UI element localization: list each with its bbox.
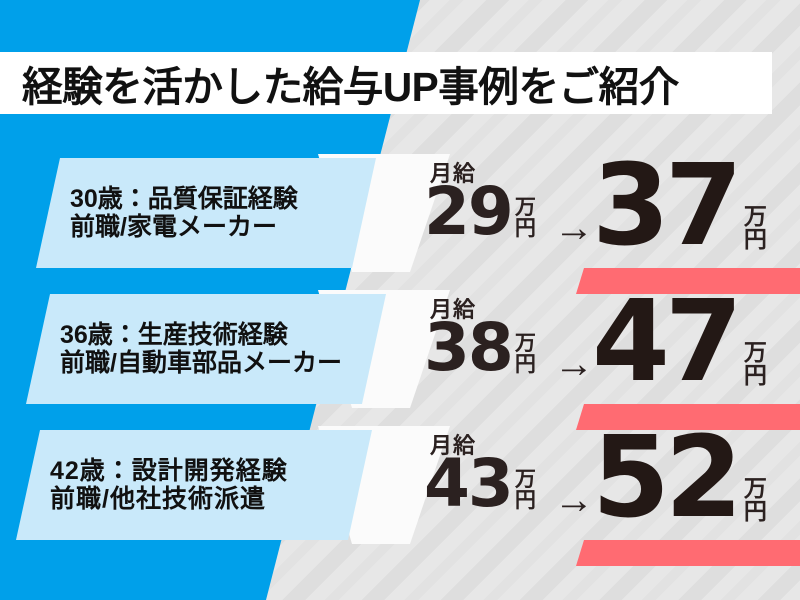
- salary-before-unit: 万 円: [515, 469, 536, 511]
- unit-man-glyph: 万: [743, 202, 767, 229]
- monthly-salary-tag: 月給: [430, 161, 477, 186]
- case-previous-job: 前職/他社技術派遣: [50, 485, 266, 513]
- salary-after-unit: 万 円: [743, 474, 767, 524]
- case-row: 30歳：品質保証経験 前職/家電メーカー 月給 29 万 円 → 37 万 円: [0, 141, 800, 294]
- salary-before-unit: 万 円: [515, 197, 536, 239]
- unit-man-glyph: 万: [514, 195, 536, 219]
- salary-comparison: 月給 38 万 円 → 47 万 円: [424, 277, 800, 430]
- arrow-right-icon: →: [554, 478, 594, 522]
- salary-after-group: 52 万 円: [592, 413, 767, 543]
- salary-comparison: 月給 29 万 円 → 37 万 円: [424, 141, 800, 294]
- salary-after-unit: 万 円: [743, 338, 767, 388]
- salary-after-group: 37 万 円: [592, 141, 767, 271]
- unit-yen-glyph: 円: [743, 225, 767, 252]
- salary-after-value: 52: [592, 413, 743, 543]
- salary-before-group: 43 万 円: [424, 445, 536, 522]
- case-previous-job: 前職/自動車部品メーカー: [60, 349, 342, 377]
- salary-after-value: 47: [592, 277, 743, 407]
- unit-yen-glyph: 円: [514, 352, 536, 376]
- monthly-salary-tag: 月給: [430, 433, 477, 458]
- salary-comparison: 月給 43 万 円 → 52 万 円: [424, 413, 800, 566]
- case-label-box: 36歳：生産技術経験 前職/自動車部品メーカー: [26, 294, 386, 404]
- unit-yen-glyph: 円: [514, 488, 536, 512]
- salary-before-value: 43: [424, 445, 514, 522]
- highlight-bar: [576, 268, 800, 294]
- salary-before-group: 29 万 円: [424, 173, 536, 250]
- monthly-salary-tag: 月給: [430, 297, 477, 322]
- title-band: 経験を活かした給与UP事例をご紹介: [0, 52, 772, 114]
- unit-yen-glyph: 円: [743, 361, 767, 388]
- case-row: 42歳：設計開発経験 前職/他社技術派遣 月給 43 万 円 → 52 万 円: [0, 413, 800, 566]
- salary-before-value: 29: [424, 173, 514, 250]
- unit-man-glyph: 万: [514, 331, 536, 355]
- salary-after-unit: 万 円: [743, 202, 767, 252]
- highlight-bar: [576, 540, 800, 566]
- unit-yen-glyph: 円: [743, 497, 767, 524]
- salary-before-unit: 万 円: [515, 333, 536, 375]
- case-label-box: 42歳：設計開発経験 前職/他社技術派遣: [16, 430, 372, 540]
- page-title: 経験を活かした給与UP事例をご紹介: [22, 64, 679, 110]
- case-headline: 36歳：生産技術経験: [60, 321, 288, 349]
- unit-man-glyph: 万: [743, 474, 767, 501]
- salary-after-value: 37: [592, 141, 743, 271]
- case-headline: 30歳：品質保証経験: [70, 185, 298, 213]
- highlight-bar: [576, 404, 800, 430]
- salary-after-group: 47 万 円: [592, 277, 767, 407]
- unit-yen-glyph: 円: [514, 216, 536, 240]
- case-previous-job: 前職/家電メーカー: [70, 213, 277, 241]
- unit-man-glyph: 万: [514, 467, 536, 491]
- case-row: 36歳：生産技術経験 前職/自動車部品メーカー 月給 38 万 円 → 47 万…: [0, 277, 800, 430]
- salary-before-group: 38 万 円: [424, 309, 536, 386]
- salary-before-value: 38: [424, 309, 514, 386]
- arrow-right-icon: →: [554, 206, 594, 250]
- arrow-right-icon: →: [554, 342, 594, 386]
- unit-man-glyph: 万: [743, 338, 767, 365]
- case-label-box: 30歳：品質保証経験 前職/家電メーカー: [36, 158, 376, 268]
- case-headline: 42歳：設計開発経験: [50, 457, 288, 485]
